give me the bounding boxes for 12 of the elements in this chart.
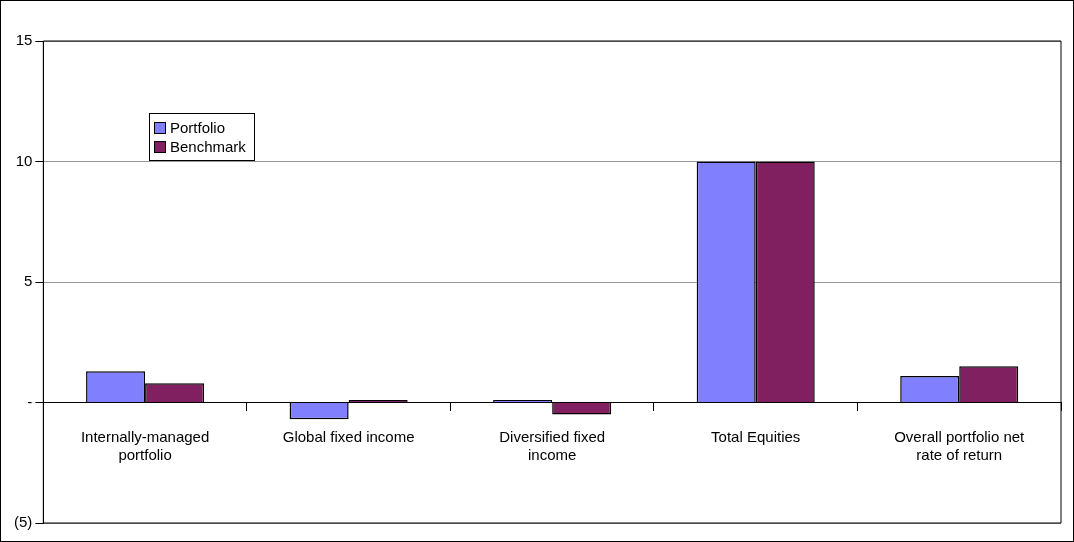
y-tick-label: 15 xyxy=(15,31,33,49)
legend-label: Benchmark xyxy=(170,138,246,155)
x-tick-label: Internally-managed portfolio xyxy=(80,427,210,463)
legend-label: Portfolio xyxy=(170,119,226,136)
x-tick-label: Total Equities xyxy=(711,427,801,445)
y-tick-label: 10 xyxy=(15,151,33,169)
x-tick-label: Diversified fixed income xyxy=(499,427,606,463)
y-tick-label: (5) xyxy=(13,513,33,531)
x-tick-label: Overall portfolio net rate of return xyxy=(894,427,1026,463)
y-tick-label: 5 xyxy=(23,272,33,290)
x-tick-label: Global fixed income xyxy=(282,427,415,445)
y-tick-label: - xyxy=(27,392,33,410)
